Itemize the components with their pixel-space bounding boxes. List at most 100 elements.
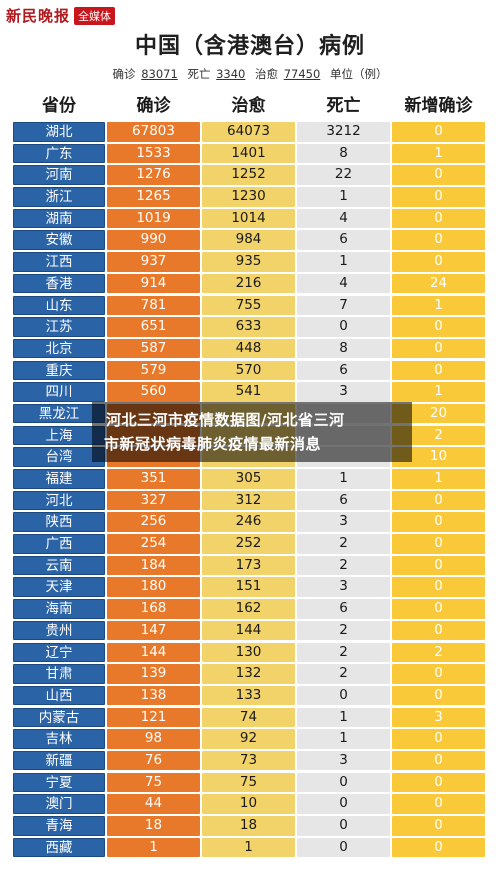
province-cell: 浙江 — [13, 187, 105, 207]
confirmed-cell: 67803 — [107, 122, 200, 142]
deaths-cell: 0 — [297, 794, 390, 814]
cured-cell: 252 — [202, 534, 295, 554]
new-cases-cell: 0 — [392, 338, 485, 359]
table-row: 浙江 1265 1230 1 0 — [12, 186, 490, 208]
cured-cell: 312 — [202, 490, 295, 511]
deaths-cell: 3 — [297, 750, 390, 771]
table-row: 湖北 67803 64073 3212 0 — [12, 121, 490, 143]
province-cell: 河北 — [13, 490, 105, 511]
table-row: 重庆 579 570 6 0 — [12, 360, 490, 382]
new-cases-cell: 0 — [392, 599, 485, 619]
province-cell: 陕西 — [13, 512, 105, 532]
summary-confirmed-label: 确诊 — [112, 67, 136, 81]
table-row: 宁夏 75 75 0 0 — [12, 772, 490, 794]
deaths-cell: 6 — [297, 360, 390, 381]
confirmed-cell: 147 — [107, 620, 200, 641]
table-row: 天津 180 151 3 0 — [12, 576, 490, 598]
province-cell: 澳门 — [13, 794, 105, 814]
province-cell: 江西 — [13, 252, 105, 272]
new-cases-cell: 0 — [392, 794, 485, 814]
confirmed-cell: 144 — [107, 642, 200, 662]
new-cases-cell: 0 — [392, 577, 485, 597]
table-row: 北京 587 448 8 0 — [12, 338, 490, 360]
confirmed-cell: 76 — [107, 750, 200, 771]
cured-cell: 73 — [202, 750, 295, 771]
confirmed-cell: 168 — [107, 599, 200, 619]
column-header-new: 新增确诊 — [404, 96, 473, 116]
new-cases-cell: 24 — [392, 273, 485, 294]
cured-cell: 448 — [202, 338, 295, 359]
deaths-cell: 4 — [297, 273, 390, 294]
deaths-cell: 2 — [297, 555, 390, 576]
confirmed-cell: 44 — [107, 794, 200, 814]
table-row: 广东 1533 1401 8 1 — [12, 143, 490, 165]
confirmed-cell: 327 — [107, 490, 200, 511]
summary-cured-value: 77450 — [283, 67, 321, 81]
province-cell: 天津 — [13, 577, 105, 597]
deaths-cell: 0 — [297, 685, 390, 706]
table-row: 福建 351 305 1 1 — [12, 468, 490, 490]
table-row: 四川 560 541 3 1 — [12, 381, 490, 403]
deaths-cell: 0 — [297, 837, 390, 858]
summary-confirmed-value: 83071 — [141, 67, 178, 81]
confirmed-cell: 184 — [107, 555, 200, 576]
confirmed-cell: 579 — [107, 360, 200, 381]
new-cases-cell: 2 — [392, 642, 485, 662]
confirmed-cell: 560 — [107, 382, 200, 402]
headline-line-1: 河北三河市疫情数据图/河北省三河 — [106, 411, 345, 429]
province-cell: 西藏 — [13, 837, 105, 858]
province-cell: 云南 — [13, 555, 105, 576]
new-cases-cell: 0 — [392, 490, 485, 511]
table-row: 澳门 44 10 0 0 — [12, 793, 490, 815]
deaths-cell: 8 — [297, 338, 390, 359]
deaths-cell: 0 — [297, 772, 390, 793]
new-cases-cell: 1 — [392, 469, 485, 489]
cured-cell: 144 — [202, 620, 295, 641]
province-cell: 吉林 — [13, 729, 105, 749]
deaths-cell: 1 — [297, 252, 390, 272]
cured-cell: 755 — [202, 295, 295, 315]
new-cases-cell: 0 — [392, 750, 485, 771]
table-row: 山东 781 755 7 1 — [12, 295, 490, 317]
new-cases-cell: 0 — [392, 360, 485, 381]
cured-cell: 133 — [202, 685, 295, 706]
confirmed-cell: 1533 — [107, 143, 200, 164]
table-row: 西藏 1 1 0 0 — [12, 837, 490, 859]
cured-cell: 570 — [202, 360, 295, 381]
province-cell: 安徽 — [13, 230, 105, 250]
headline-banner: 河北三河市疫情数据图/河北省三河 市新冠状病毒肺炎疫情最新消息 — [92, 402, 412, 462]
deaths-cell: 1 — [297, 469, 390, 489]
province-cell: 海南 — [13, 599, 105, 619]
province-cell: 北京 — [13, 338, 105, 359]
cured-cell: 173 — [202, 555, 295, 576]
headline-line-2: 市新冠状病毒肺炎疫情最新消息 — [104, 435, 322, 453]
summary-line: 确诊 83071 死亡 3340 治愈 77450 单位（例） — [0, 66, 500, 82]
confirmed-cell: 254 — [107, 534, 200, 554]
deaths-cell: 1 — [297, 707, 390, 728]
cured-cell: 1230 — [202, 187, 295, 207]
new-cases-cell: 0 — [392, 317, 485, 337]
cured-cell: 1401 — [202, 143, 295, 164]
deaths-cell: 2 — [297, 534, 390, 554]
page-title: 中国（含港澳台）病例 — [134, 34, 365, 59]
new-cases-cell: 0 — [392, 772, 485, 793]
deaths-cell: 2 — [297, 664, 390, 684]
column-header-confirmed: 确诊 — [136, 96, 171, 116]
table-row: 辽宁 144 130 2 2 — [12, 642, 490, 664]
province-cell: 山东 — [13, 295, 105, 315]
province-cell: 山西 — [13, 685, 105, 706]
table-row: 陕西 256 246 3 0 — [12, 511, 490, 533]
table-row: 内蒙古 121 74 1 3 — [12, 707, 490, 729]
new-cases-cell: 0 — [392, 208, 485, 229]
cured-cell: 1252 — [202, 165, 295, 185]
new-cases-cell: 2 — [392, 425, 485, 446]
new-cases-cell: 0 — [392, 620, 485, 641]
confirmed-cell: 1 — [107, 837, 200, 858]
province-cell: 甘肃 — [13, 664, 105, 684]
new-cases-cell: 0 — [392, 165, 485, 185]
new-cases-cell: 10 — [392, 447, 485, 467]
new-cases-cell: 0 — [392, 512, 485, 532]
column-header-province: 省份 — [42, 96, 76, 116]
table-row: 云南 184 173 2 0 — [12, 555, 490, 577]
confirmed-cell: 138 — [107, 685, 200, 706]
